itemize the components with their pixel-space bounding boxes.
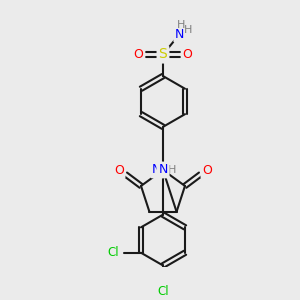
- Text: Cl: Cl: [157, 285, 169, 298]
- Text: N: N: [175, 28, 184, 41]
- Text: Cl: Cl: [107, 246, 119, 259]
- Text: O: O: [134, 48, 143, 61]
- Text: N: N: [158, 164, 168, 176]
- Text: N: N: [152, 164, 161, 176]
- Text: H: H: [183, 25, 192, 35]
- Text: S: S: [159, 47, 167, 61]
- Text: H: H: [168, 165, 176, 175]
- Text: O: O: [114, 164, 124, 177]
- Text: O: O: [202, 164, 212, 177]
- Text: O: O: [183, 48, 193, 61]
- Text: H: H: [177, 20, 186, 30]
